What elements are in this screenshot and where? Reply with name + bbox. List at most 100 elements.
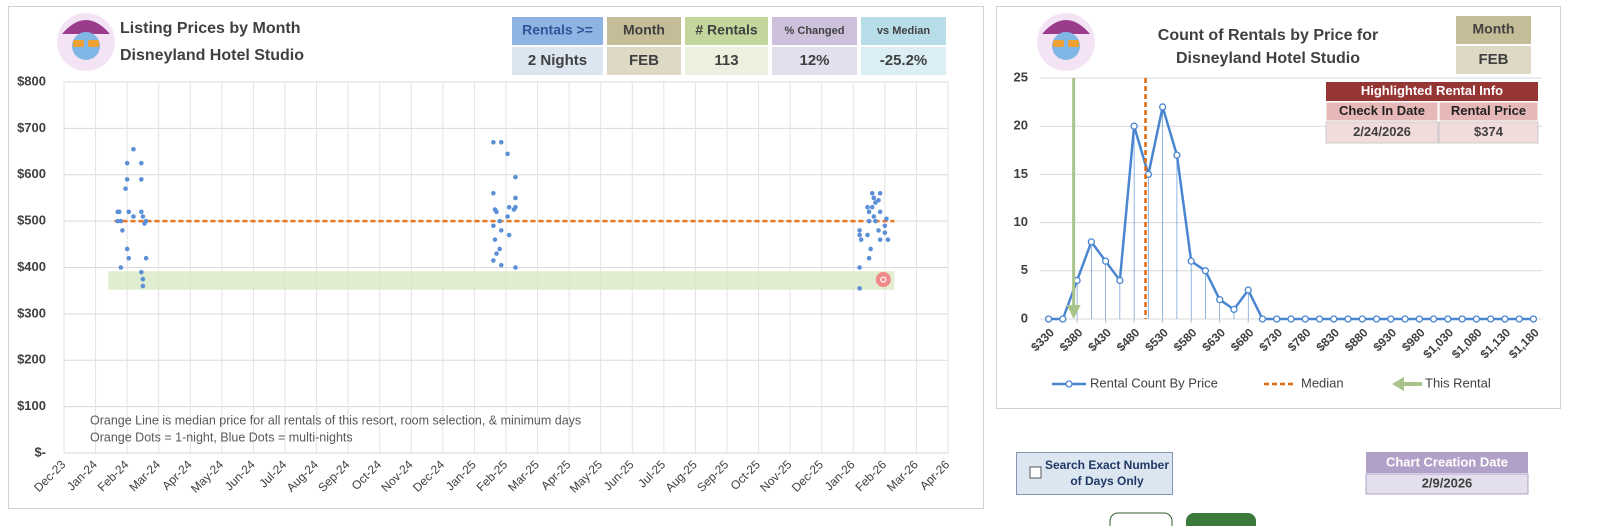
y-tick-label: $300 [17,305,46,320]
point [857,232,862,238]
info-box-value-bg [861,47,946,75]
point [513,195,518,201]
point [131,146,136,152]
table-title-bg [1326,82,1538,101]
point [124,160,130,166]
point [1201,267,1210,275]
y-tick-label: $- [34,444,46,459]
creation-value-bg [1365,473,1529,495]
point [1315,315,1324,323]
table-header: Rental Price [1451,103,1526,118]
point [876,228,881,233]
subtitle: Disneyland Hotel Studio [120,47,304,64]
point [505,214,510,219]
point [1116,276,1124,285]
point [116,209,122,215]
point [1158,103,1167,111]
info-box-value: 113 [714,52,738,69]
info-box-value-bg [512,47,603,75]
annotation: Orange Dots = 1-night, Blue Dots = multi… [90,430,353,444]
point [857,265,862,270]
checkbox-panel [1016,452,1173,495]
point [876,197,881,203]
chart-subtitle: Disneyland Hotel Studio [1176,50,1360,67]
point [126,209,132,215]
y-tick-label: $100 [17,398,46,413]
annotation: Orange Line is median price for all rent… [90,413,581,427]
info-box-label: vs Median [877,25,930,37]
table-header-bg [1325,101,1439,122]
point [511,207,517,212]
info-box-label: # Rentals [695,22,757,38]
this-rental-arrowhead [1066,305,1081,319]
point [494,209,499,215]
table-cell-bg [1325,121,1439,144]
point [506,204,512,210]
point [868,246,873,252]
point [124,246,130,252]
point [140,214,146,219]
y-tick-label: $500 [17,213,46,228]
info-box-label-bg [861,17,946,45]
info-box-value: FEB [629,52,659,69]
point [1387,315,1395,323]
point [882,230,888,236]
y-tick-label: 0 [1021,310,1028,325]
point [497,218,502,224]
checkbox-label[interactable]: Search Exact Number [1045,458,1169,472]
table-header: Check In Date [1339,103,1425,118]
point [866,218,872,224]
point [118,218,124,224]
checkbox[interactable] [1029,466,1042,479]
point [513,174,518,180]
point [498,228,504,233]
checkbox-label[interactable]: of Days Only [1070,474,1144,488]
creation-label-bg [1366,452,1528,473]
point [118,265,124,270]
point [1044,315,1053,323]
info-box-value-bg [772,47,857,75]
table-cell: 2/24/2026 [1353,124,1411,139]
y-tick-label: 15 [1014,166,1028,181]
point [494,251,499,256]
info-box-label-bg [607,17,681,45]
point [143,255,149,261]
point [143,218,149,224]
point [140,276,146,282]
point [869,204,875,210]
y-tick-label: 20 [1014,118,1028,133]
month-value: FEB [1479,51,1509,68]
point [115,218,120,224]
legend-symbol [1065,380,1073,388]
point [1087,238,1095,246]
point [1372,315,1381,323]
info-box-value: 12% [799,52,829,69]
point [498,139,504,145]
point [140,283,146,289]
point [1244,286,1252,294]
legend-label: This Rental [1425,375,1491,390]
chart-title: Count of Rentals by Price for [1158,27,1378,44]
point [877,209,883,215]
y-tick-label: $800 [17,73,46,88]
point [866,209,872,215]
point [1258,315,1267,323]
point [139,177,144,182]
point [1059,315,1067,323]
point [871,195,877,201]
point [491,191,496,196]
point [498,262,504,268]
point [1444,315,1452,323]
point [877,191,883,196]
y-tick-label: $700 [17,120,46,135]
point [1287,315,1295,323]
info-box-label-bg [772,17,857,45]
creation-value: 2/9/2026 [1422,475,1473,490]
point [1429,315,1438,323]
point [858,237,864,242]
point [1173,151,1181,159]
info-box-value: -25.2% [880,52,928,69]
legend-label: Rental Count By Price [1090,375,1218,390]
point [1187,257,1195,265]
